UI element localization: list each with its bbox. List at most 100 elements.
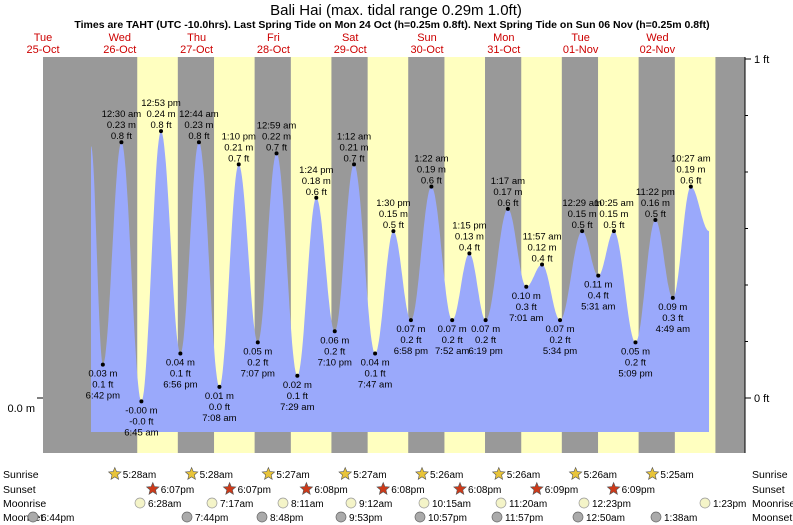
tide-label-ft: 0.3 ft — [516, 302, 537, 313]
sunrise-icon — [261, 466, 276, 480]
sunrise-icon — [415, 466, 429, 480]
tide-point — [467, 251, 472, 256]
tide-point — [688, 184, 693, 189]
tide-label-time: 5:09 pm — [618, 368, 652, 379]
sunrise-time: 5:28am — [123, 470, 156, 481]
date-label: 31-Oct — [487, 44, 520, 56]
date-label: 26-Oct — [103, 44, 136, 56]
tide-label-m: 0.15 m — [379, 209, 408, 220]
tide-label-time: 1:30 pm — [376, 198, 410, 209]
tide-label-ft: 0.2 ft — [625, 357, 646, 368]
tide-label-time: 4:49 am — [656, 324, 690, 335]
tide-label-time: 5:34 pm — [543, 346, 577, 357]
sunset-icon — [529, 481, 544, 495]
row-label-right-sunrise: Sunrise — [752, 469, 788, 481]
y-axis-label-right-bottom: 0 ft — [754, 393, 769, 405]
moonrise-icon — [206, 497, 218, 509]
chart-title: Bali Hai (max. tidal range 0.29m 1.0ft) — [270, 2, 522, 19]
tide-label-ft: 0.2 ft — [400, 335, 421, 346]
tide-label-time: 1:22 am — [414, 154, 448, 165]
moonrise-time: 1:23pm — [713, 499, 746, 510]
tide-label-m: 0.13 m — [455, 231, 484, 242]
tide-label-time: 12:59 am — [257, 120, 297, 131]
tide-point — [274, 151, 279, 156]
tide-point — [373, 351, 378, 356]
tide-label-m: 0.18 m — [302, 176, 331, 187]
tide-point — [633, 340, 638, 345]
tide-label-m: 0.21 m — [340, 142, 369, 153]
row-label-left-sunset: Sunset — [3, 484, 36, 496]
tide-area — [91, 131, 709, 432]
tide-label-m: 0.15 m — [599, 209, 628, 220]
tide-label-m: -0.00 m — [125, 405, 157, 416]
tide-label-time: 11:22 pm — [636, 187, 675, 198]
y-axis-label-left: 0.0 m — [7, 403, 35, 415]
tide-label-time: 1:10 pm — [222, 131, 256, 142]
tide-point — [236, 162, 241, 167]
axes: 0.0 m 1 ft 0 ft — [7, 54, 769, 453]
tide-label-ft: 0.8 ft — [111, 131, 132, 142]
header: Bali Hai (max. tidal range 0.29m 1.0ft)T… — [26, 2, 709, 56]
moonset-icon — [650, 511, 662, 523]
tide-label-time: 7:29 am — [280, 402, 314, 413]
sunrise-icon — [568, 466, 583, 480]
tide-label-time: 12:30 am — [102, 109, 142, 120]
tide-label-ft: 0.6 ft — [421, 176, 442, 187]
sunrise-icon — [491, 466, 506, 480]
day-of-week-label: Fri — [267, 32, 280, 44]
tide-label-ft: 0.5 ft — [572, 220, 593, 231]
tide-point — [314, 195, 319, 200]
tide-label-time: 7:01 am — [509, 313, 543, 324]
tide-label-m: 0.22 m — [262, 131, 291, 142]
tide-label-time: 6:56 pm — [163, 380, 197, 391]
tide-point — [139, 399, 144, 404]
tide-label-time: 10:27 am — [671, 154, 711, 165]
tide-label-m: 0.02 m — [283, 380, 312, 391]
tide-label-ft: 0.2 ft — [247, 357, 268, 368]
tide-point — [255, 340, 260, 345]
tide-label-m: 0.01 m — [205, 391, 234, 402]
row-label-right-sunset: Sunset — [752, 484, 785, 496]
tide-label-time: 7:08 am — [202, 413, 236, 424]
tide-point — [670, 295, 675, 300]
sunset-icon — [145, 481, 160, 495]
moonset-icon — [572, 511, 584, 523]
tide-label-m: 0.16 m — [641, 198, 670, 209]
tide-label-ft: 0.1 ft — [365, 369, 386, 380]
sunrise-icon — [645, 466, 660, 480]
tide-point — [100, 362, 105, 367]
moonset-time: 1:38am — [664, 513, 697, 524]
tide-label-ft: 0.4 ft — [588, 291, 609, 302]
moonrise-icon — [495, 497, 507, 509]
tide-label-ft: 0.5 ft — [383, 220, 404, 231]
tide-point — [408, 318, 413, 323]
sunrise-icon — [107, 466, 122, 480]
tide-point — [450, 318, 455, 323]
tide-point — [332, 329, 337, 334]
moonrise-icon — [134, 497, 146, 509]
moonset-time: 10:57pm — [428, 513, 467, 524]
sunrise-icon — [184, 466, 199, 480]
sunset-time: 6:09pm — [545, 485, 578, 496]
moonset-time: 12:50am — [586, 513, 625, 524]
moonset-time: 6:44pm — [41, 513, 74, 524]
tide-point — [483, 318, 488, 323]
sunset-icon — [376, 481, 391, 495]
tide-label-time: 10:25 am — [594, 198, 634, 209]
tide-label-time: 7:10 pm — [318, 357, 352, 368]
tide-label-m: 0.07 m — [438, 324, 467, 335]
tide-label-m: 0.04 m — [361, 358, 390, 369]
tide-label-m: 0.04 m — [166, 358, 195, 369]
tide-label-ft: 0.3 ft — [662, 313, 683, 324]
tide-point — [159, 129, 164, 134]
moonrise-time: 9:12am — [359, 499, 392, 510]
date-label: 30-Oct — [410, 44, 443, 56]
date-label: 02-Nov — [640, 44, 676, 56]
tide-label-ft: 0.8 ft — [150, 120, 171, 131]
tide-label-ft: 0.0 ft — [209, 402, 230, 413]
date-label: 29-Oct — [334, 44, 367, 56]
sunset-time: 6:09pm — [622, 485, 655, 496]
sunset-time: 6:08pm — [391, 485, 424, 496]
tide-label-m: 0.23 m — [107, 120, 136, 131]
